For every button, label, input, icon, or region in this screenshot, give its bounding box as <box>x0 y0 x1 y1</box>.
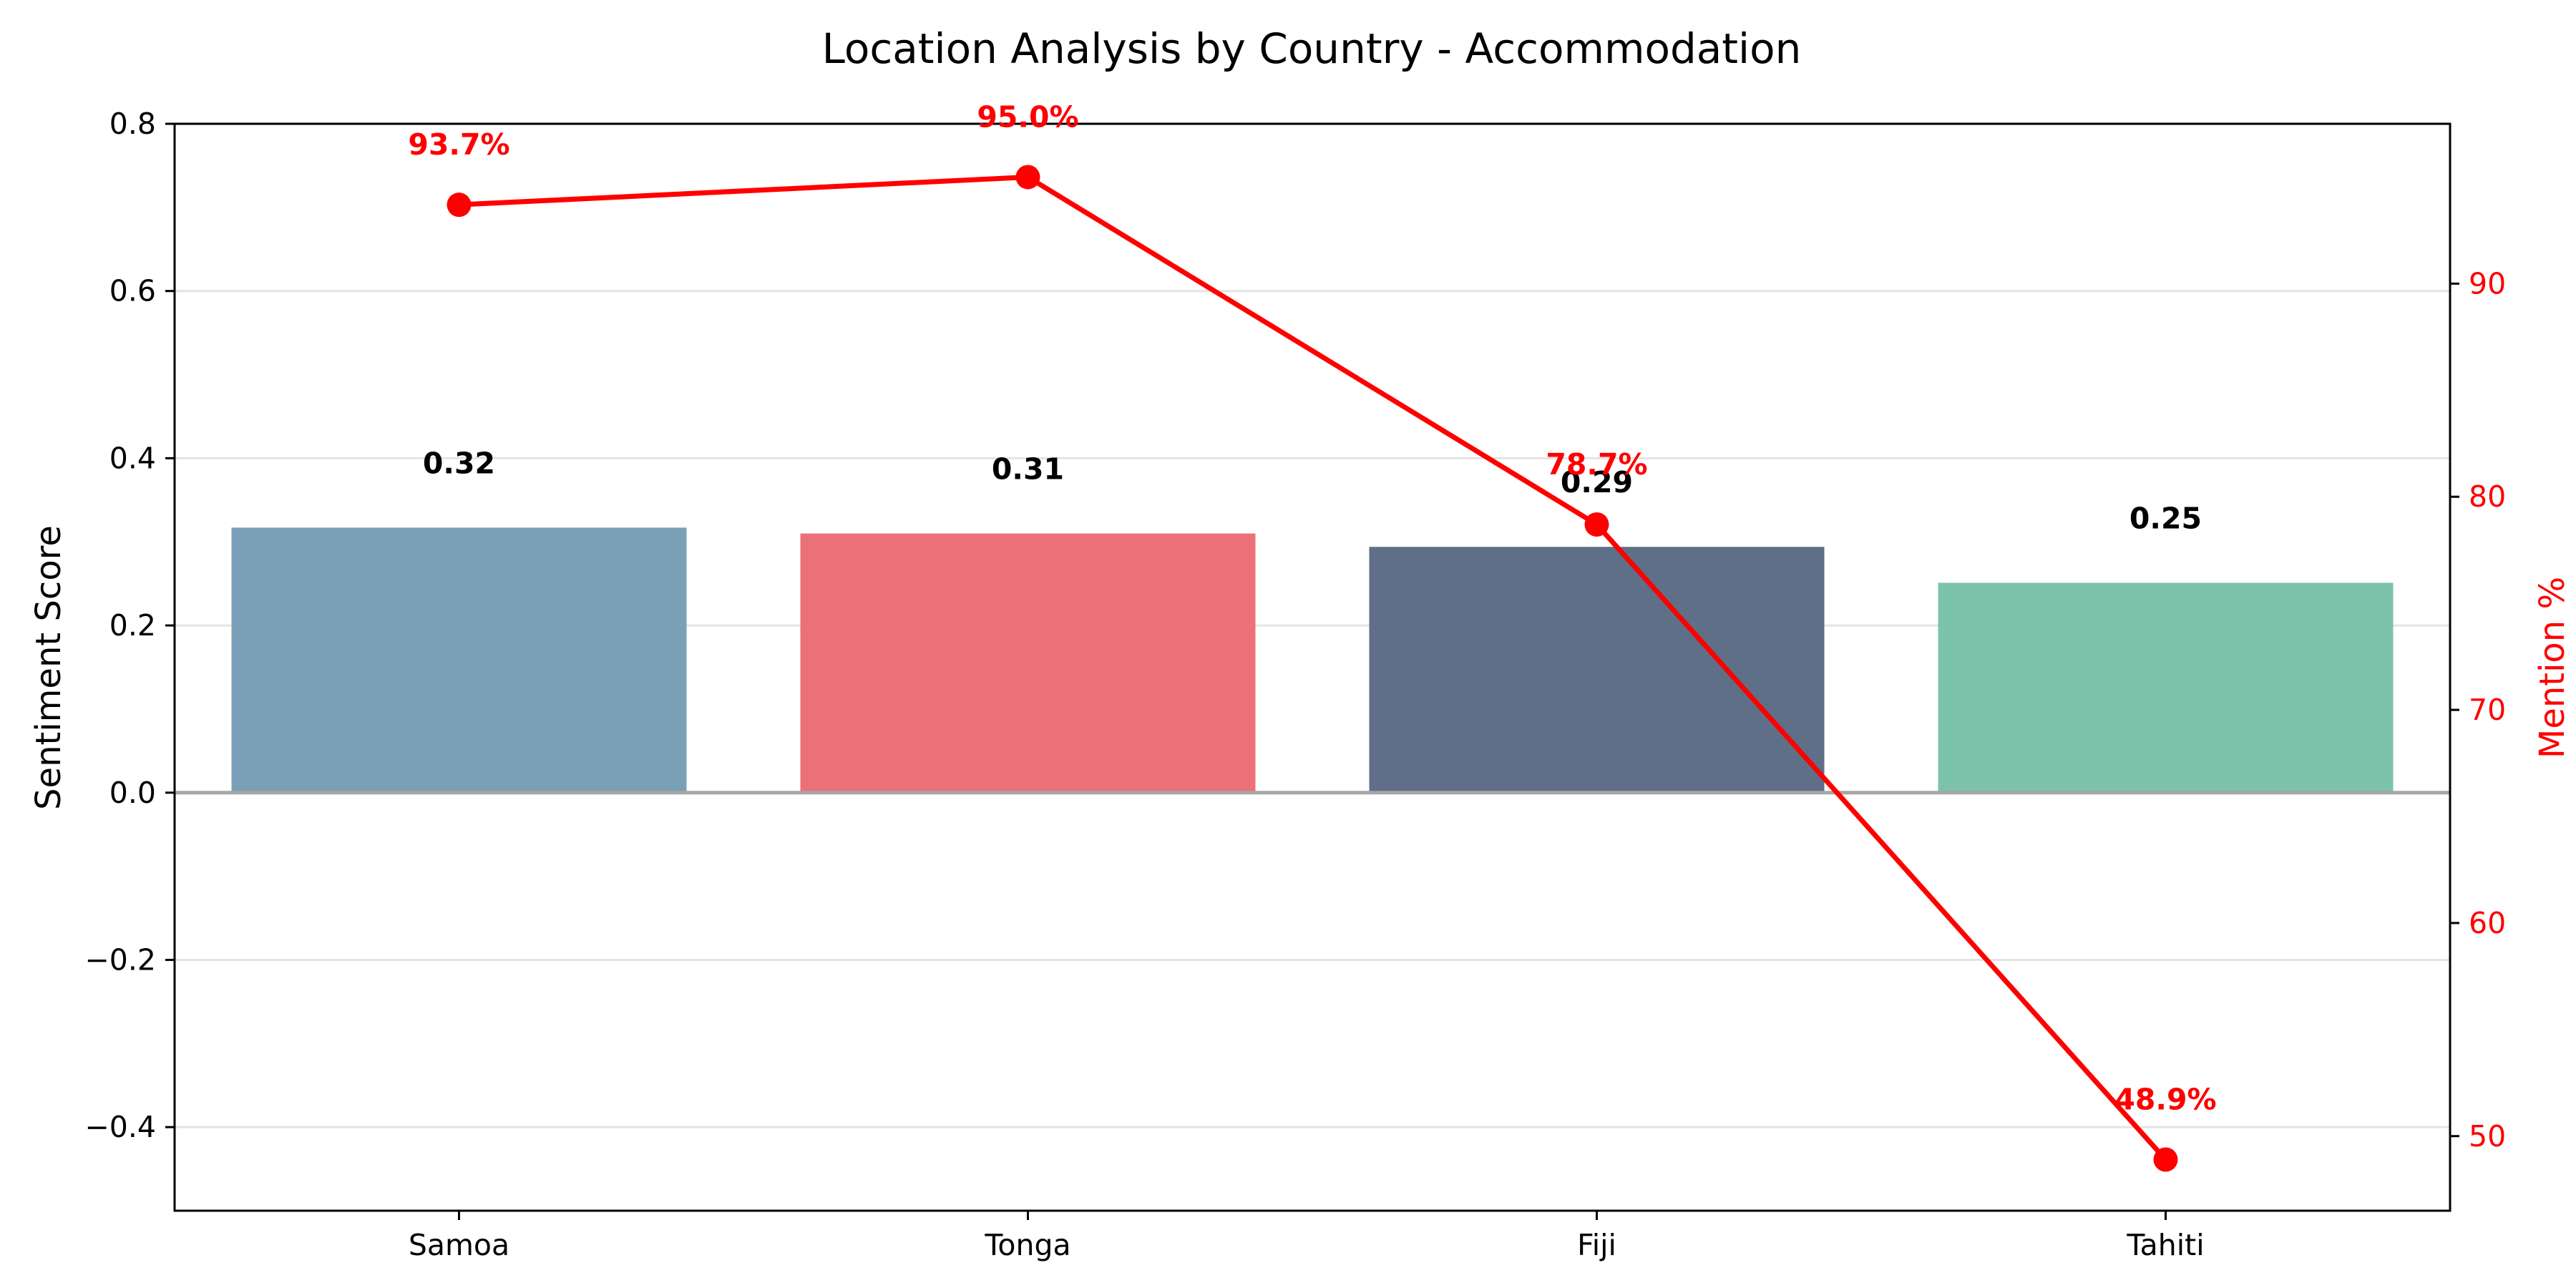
bar-value-label: 0.31 <box>992 452 1064 487</box>
mention-point-samoa <box>447 192 472 218</box>
y-tick-label: 0.8 <box>109 107 156 141</box>
bars <box>231 527 2394 793</box>
y-tick-label: 0.6 <box>109 274 156 308</box>
bar-samoa <box>231 527 687 793</box>
bar-value-label: 0.32 <box>423 446 495 480</box>
mention-value-label: 48.9% <box>2114 1083 2216 1117</box>
y2-tick-label: 60 <box>2469 906 2506 940</box>
bar-tonga <box>800 533 1256 793</box>
chart-title: Location Analysis by Country - Accommoda… <box>822 24 1802 73</box>
x-tick-label: Tahiti <box>2126 1228 2204 1262</box>
y-tick-label: 0.4 <box>109 441 156 475</box>
y-tick-label: −0.4 <box>84 1110 156 1144</box>
mention-line <box>447 165 2178 1172</box>
plot-frame <box>173 122 2451 1212</box>
y2-tick-label: 90 <box>2469 266 2506 301</box>
bar-value-label: 0.25 <box>2129 501 2202 535</box>
axis-ticks: −0.4 −0.2 0.0 0.2 0.4 0.6 0.8 50 60 70 80 90 Samoa To… <box>84 107 2506 1262</box>
mention-value-label: 95.0% <box>977 99 1078 134</box>
mention-value-label: 78.7% <box>1546 447 1647 482</box>
bar-value-label: 0.29 <box>1561 465 1633 499</box>
data-labels: 0.32 0.31 0.29 0.25 93.7% 95.0% 78.7% 48.9% <box>408 99 2216 1116</box>
y-tick-label: −0.2 <box>84 942 156 977</box>
y-axis-label-right: Mention % <box>2532 577 2572 758</box>
plot-border <box>173 122 2451 1212</box>
bar-tahiti <box>1938 582 2394 793</box>
mention-point-fiji <box>1584 512 1609 537</box>
bar-fiji <box>1369 547 1825 793</box>
y-tick-label: 0.2 <box>109 608 156 643</box>
y2-tick-label: 80 <box>2469 479 2506 514</box>
mention-point-tahiti <box>2153 1147 2178 1172</box>
y2-tick-label: 70 <box>2469 693 2506 727</box>
y-tick-label: 0.0 <box>109 776 156 810</box>
mention-series-line <box>459 174 2168 1161</box>
x-tick-label: Fiji <box>1577 1228 1616 1262</box>
x-tick-label: Tonga <box>984 1228 1070 1262</box>
y2-tick-label: 50 <box>2469 1119 2506 1153</box>
x-tick-label: Samoa <box>409 1228 509 1262</box>
mention-value-label: 93.7% <box>408 127 509 162</box>
mention-point-tonga <box>1015 165 1040 190</box>
y-axis-label-left: Sentiment Score <box>29 525 69 810</box>
